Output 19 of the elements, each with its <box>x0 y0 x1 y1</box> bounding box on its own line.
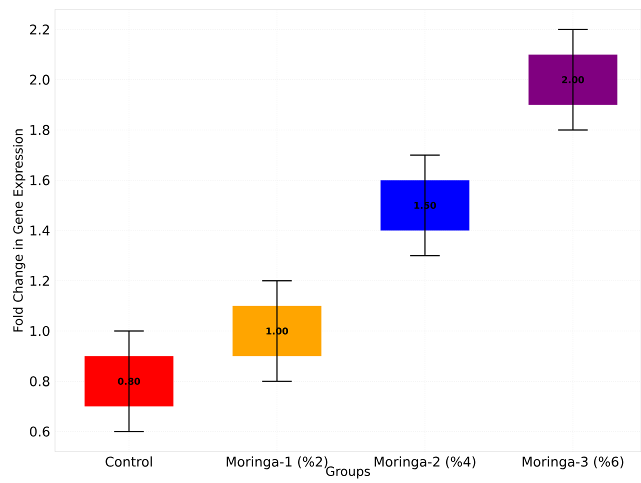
y-tick-label: 0.6 <box>30 426 50 437</box>
y-tick-label: 1.0 <box>30 326 50 336</box>
bar <box>84 356 174 406</box>
x-tick-label: Control <box>106 456 152 467</box>
bar <box>232 306 322 356</box>
y-axis-title: Fold Change in Gene Expression <box>13 129 26 332</box>
bar <box>380 180 470 230</box>
y-tick-label: 1.4 <box>30 226 50 236</box>
y-tick-label: 1.2 <box>30 276 49 286</box>
y-tick-label: 1.6 <box>30 175 50 186</box>
y-tick-label: 1.8 <box>30 124 50 136</box>
x-tick-label: Moringa-2 (%4) <box>374 456 476 470</box>
x-tick-label: Moringa-3 (%6) <box>522 456 624 470</box>
x-axis-title: Groups <box>326 466 370 478</box>
x-tick-label: Moringa-1 (%2) <box>226 456 328 470</box>
bar <box>528 54 618 105</box>
y-tick-label: 2.0 <box>30 74 50 85</box>
y-tick-label: 2.2 <box>30 24 49 34</box>
y-tick-label: 0.8 <box>30 376 50 386</box>
